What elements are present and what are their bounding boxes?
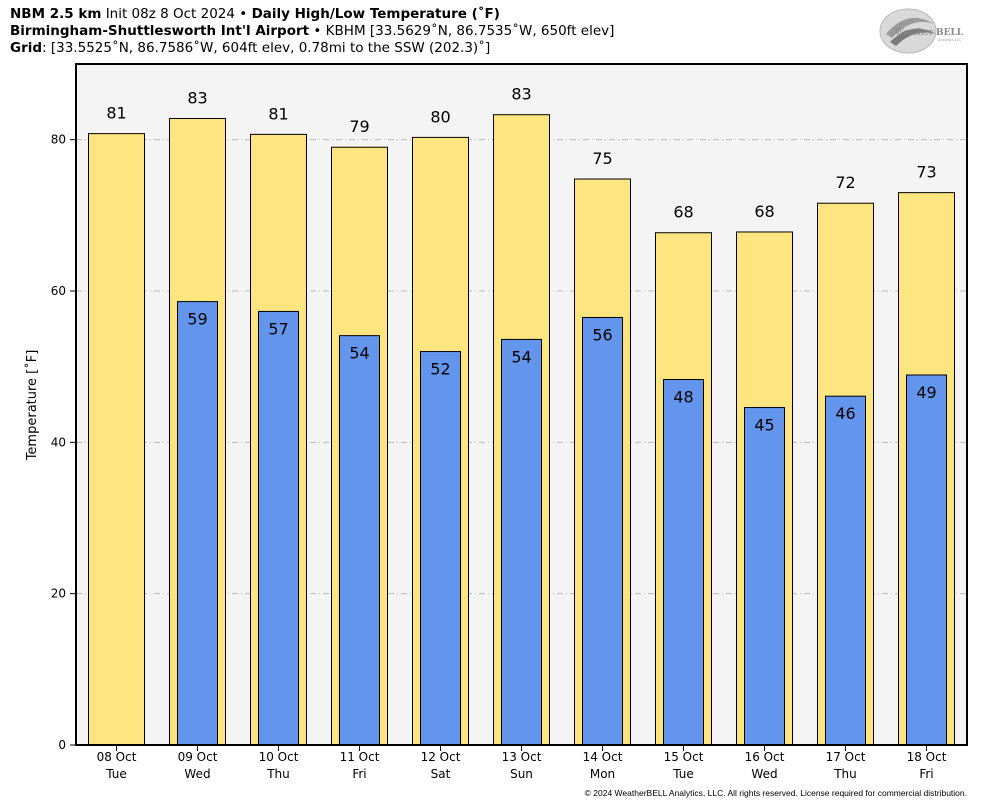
low-bar: [582, 316, 623, 746]
x-tick-label-date: 18 Oct: [907, 750, 947, 764]
low-bar: [258, 310, 299, 746]
x-tick-label-date: 17 Oct: [826, 750, 866, 764]
low-value-label: 54: [349, 344, 369, 363]
copyright-notice: © 2024 WeatherBELL Analytics, LLC. All r…: [584, 788, 967, 798]
x-tick-label-weekday: Fri: [919, 767, 933, 781]
high-value-label: 81: [268, 104, 288, 123]
low-value-label: 46: [835, 404, 855, 423]
x-tick-label-weekday: Mon: [590, 767, 615, 781]
low-value-label: 45: [754, 416, 774, 435]
x-tick-label-date: 13 Oct: [502, 750, 542, 764]
station-name: Birmingham-Shuttlesworth Int'l Airport: [10, 23, 310, 39]
x-tick-label-date: 10 Oct: [259, 750, 299, 764]
low-bar: [825, 395, 866, 746]
x-tick-label-date: 14 Oct: [583, 750, 623, 764]
logo-text-right: BELL: [936, 28, 964, 38]
y-tick-label: 40: [51, 435, 66, 449]
low-value-label: 49: [916, 383, 936, 402]
init-time: Init 08z 8 Oct 2024: [105, 6, 235, 22]
y-tick-label: 60: [51, 284, 66, 298]
high-value-label: 72: [835, 173, 855, 192]
grid-info: : [33.5525˚N, 86.7586˚W, 604ft elev, 0.7…: [42, 40, 491, 56]
low-bar: [663, 379, 704, 746]
low-value-label: 56: [592, 325, 612, 344]
y-tick-label: 0: [58, 738, 66, 752]
y-tick-label: 20: [51, 587, 66, 601]
x-tick-label-weekday: Thu: [266, 767, 290, 781]
separator: •: [313, 23, 322, 39]
x-tick-label-date: 15 Oct: [664, 750, 704, 764]
x-tick-label-date: 11 Oct: [340, 750, 380, 764]
model-name: NBM 2.5 km: [10, 6, 102, 22]
high-value-label: 83: [187, 88, 207, 107]
high-value-label: 73: [916, 163, 936, 182]
x-tick-label-weekday: Thu: [833, 767, 857, 781]
logo-text-left: Weather: [895, 28, 934, 38]
x-tick-label-weekday: Wed: [751, 767, 777, 781]
low-bar: [339, 335, 380, 746]
x-tick-label-weekday: Tue: [105, 767, 127, 781]
station-info: KBHM [33.5629˚N, 86.7535˚W, 650ft elev]: [325, 23, 615, 39]
low-value-label: 54: [511, 347, 531, 366]
x-tick-label-date: 08 Oct: [97, 750, 137, 764]
high-value-label: 79: [349, 117, 369, 136]
separator: •: [239, 6, 248, 22]
low-bar: [501, 338, 542, 746]
logo-subtext: Analytics LLC: [938, 38, 962, 42]
weatherbell-logo: Weather BELL Analytics LLC: [879, 8, 964, 54]
x-tick-label-weekday: Wed: [184, 767, 210, 781]
x-tick-label-weekday: Sat: [431, 767, 451, 781]
header-line-grid: Grid: [33.5525˚N, 86.7586˚W, 604ft elev,…: [10, 40, 490, 57]
high-value-label: 68: [673, 203, 693, 222]
x-tick-label-date: 12 Oct: [421, 750, 461, 764]
low-bar: [177, 301, 218, 746]
low-bar: [906, 374, 947, 746]
x-tick-label-weekday: Fri: [352, 767, 366, 781]
y-tick-label: 80: [51, 133, 66, 147]
high-value-label: 81: [106, 104, 126, 123]
low-value-label: 59: [187, 310, 207, 329]
grid-label: Grid: [10, 40, 43, 56]
low-value-label: 48: [673, 388, 693, 407]
low-value-label: 57: [268, 319, 288, 338]
high-value-label: 83: [511, 85, 531, 104]
product-title: Daily High/Low Temperature (˚F): [251, 6, 500, 22]
high-value-label: 80: [430, 107, 450, 126]
high-value-label: 75: [592, 149, 612, 168]
x-tick-label-date: 16 Oct: [745, 750, 785, 764]
high-value-label: 68: [754, 202, 774, 221]
x-tick-label-weekday: Sun: [510, 767, 533, 781]
y-axis-label: Temperature [˚F]: [24, 350, 40, 462]
x-tick-label-date: 09 Oct: [178, 750, 218, 764]
low-bar: [744, 407, 785, 746]
low-bar: [420, 351, 461, 746]
header-line-model: NBM 2.5 km Init 08z 8 Oct 2024 • Daily H…: [10, 6, 500, 23]
high-bar: [88, 133, 145, 746]
x-tick-label-weekday: Tue: [672, 767, 694, 781]
low-value-label: 52: [430, 360, 450, 379]
header-line-station: Birmingham-Shuttlesworth Int'l Airport •…: [10, 23, 614, 40]
